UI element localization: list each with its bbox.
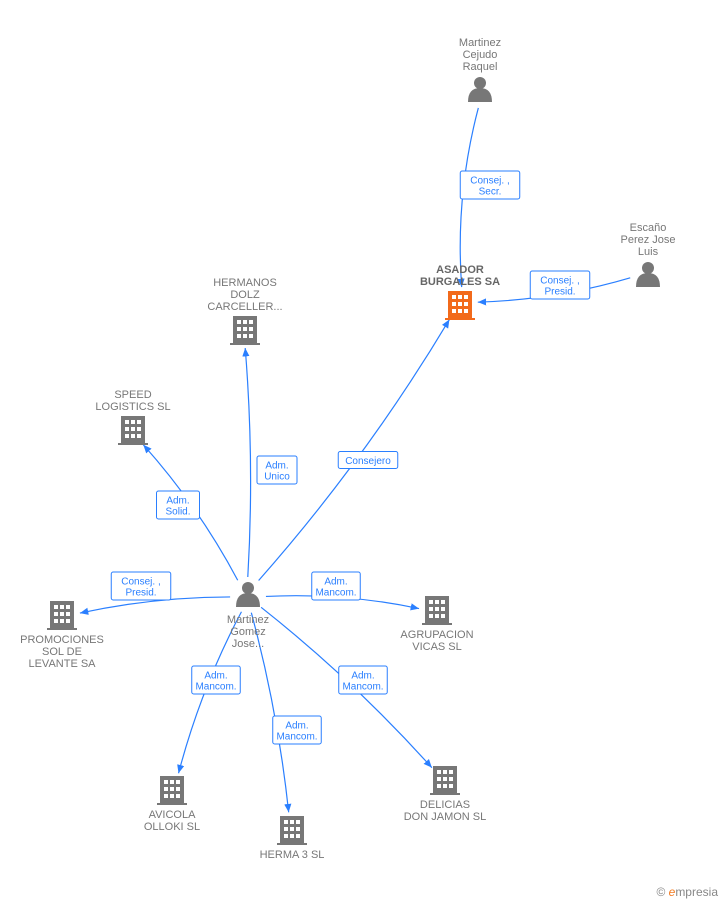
node-label: LEVANTE SA — [28, 658, 96, 670]
node-martinez_gomez[interactable]: MartinezGomezJose... — [227, 582, 269, 650]
node-label: ASADOR — [436, 264, 484, 276]
node-herma3[interactable]: HERMA 3 SL — [260, 816, 325, 861]
edge — [245, 348, 250, 577]
node-label: HERMANOS — [213, 277, 277, 289]
edge-label-text: Mancom. — [276, 731, 317, 742]
node-label: OLLOKI SL — [144, 821, 200, 833]
building-icon — [430, 766, 460, 795]
node-label: HERMA 3 SL — [260, 849, 325, 861]
node-label: Cejudo — [463, 49, 498, 61]
edge-label-text: Adm. — [265, 460, 288, 471]
edge-label-text: Unico — [264, 471, 290, 482]
node-label: BURGALES SA — [420, 276, 500, 288]
edge-label-text: Adm. — [204, 670, 227, 681]
copyright: © empresia — [656, 885, 718, 899]
edge-label-text: Mancom. — [315, 587, 356, 598]
edge-label-text: Solid. — [165, 506, 190, 517]
node-hermanos[interactable]: HERMANOSDOLZCARCELLER... — [207, 277, 282, 345]
edge-label-text: Secr. — [479, 186, 502, 197]
edge-label-text: Presid. — [544, 286, 575, 297]
node-label: Martinez — [459, 37, 501, 49]
node-delicias[interactable]: DELICIASDON JAMON SL — [404, 766, 487, 823]
node-speed[interactable]: SPEEDLOGISTICS SL — [95, 389, 170, 445]
node-label: LOGISTICS SL — [95, 401, 170, 413]
building-icon — [47, 601, 77, 630]
node-avicola[interactable]: AVICOLAOLLOKI SL — [144, 776, 200, 833]
node-label: AVICOLA — [149, 809, 197, 821]
node-label: Gomez — [230, 626, 265, 638]
edge-label-text: Mancom. — [342, 681, 383, 692]
node-label: Perez Jose — [620, 234, 675, 246]
edge-label-text: Presid. — [125, 587, 156, 598]
node-label: Escaño — [630, 222, 667, 234]
person-icon — [636, 262, 660, 287]
edge-label-text: Adm. — [285, 720, 308, 731]
node-asador[interactable]: ASADORBURGALES SA — [420, 264, 500, 320]
person-icon — [468, 77, 492, 102]
node-label: DON JAMON SL — [404, 811, 487, 823]
brand-rest: mpresia — [675, 885, 718, 899]
node-label: SOL DE — [42, 646, 82, 658]
node-label: CARCELLER... — [207, 301, 282, 313]
node-label: Raquel — [463, 61, 498, 73]
edge-label-text: Adm. — [351, 670, 374, 681]
edge-label-text: Adm. — [166, 495, 189, 506]
building-icon — [157, 776, 187, 805]
building-icon — [118, 416, 148, 445]
network-diagram: Consej. ,Secr.Consej. ,Presid.ConsejeroA… — [0, 0, 728, 905]
node-label: Martinez — [227, 614, 269, 626]
edge-label-text: Consej. , — [121, 576, 160, 587]
node-label: DELICIAS — [420, 799, 470, 811]
edge-label-text: Consej. , — [540, 275, 579, 286]
building-icon — [422, 596, 452, 625]
node-agrupacion[interactable]: AGRUPACIONVICAS SL — [400, 596, 473, 653]
edge-label-text: Consej. , — [470, 175, 509, 186]
edge-label-text: Consejero — [345, 456, 391, 467]
building-icon — [230, 316, 260, 345]
node-escano[interactable]: EscañoPerez JoseLuis — [620, 222, 675, 287]
node-martinez_cejudo[interactable]: MartinezCejudoRaquel — [459, 37, 501, 102]
copyright-symbol: © — [656, 885, 665, 899]
edge-label-text: Mancom. — [195, 681, 236, 692]
node-label: Jose... — [232, 638, 264, 650]
edge-label-text: Adm. — [324, 576, 347, 587]
person-icon — [236, 582, 260, 607]
node-label: VICAS SL — [412, 641, 462, 653]
node-label: AGRUPACION — [400, 629, 473, 641]
node-promociones[interactable]: PROMOCIONESSOL DELEVANTE SA — [20, 601, 104, 670]
building-icon — [277, 816, 307, 845]
edge — [259, 320, 450, 581]
building-icon — [445, 291, 475, 320]
node-label: PROMOCIONES — [20, 634, 104, 646]
node-label: DOLZ — [230, 289, 260, 301]
node-label: Luis — [638, 246, 659, 258]
node-label: SPEED — [114, 389, 151, 401]
